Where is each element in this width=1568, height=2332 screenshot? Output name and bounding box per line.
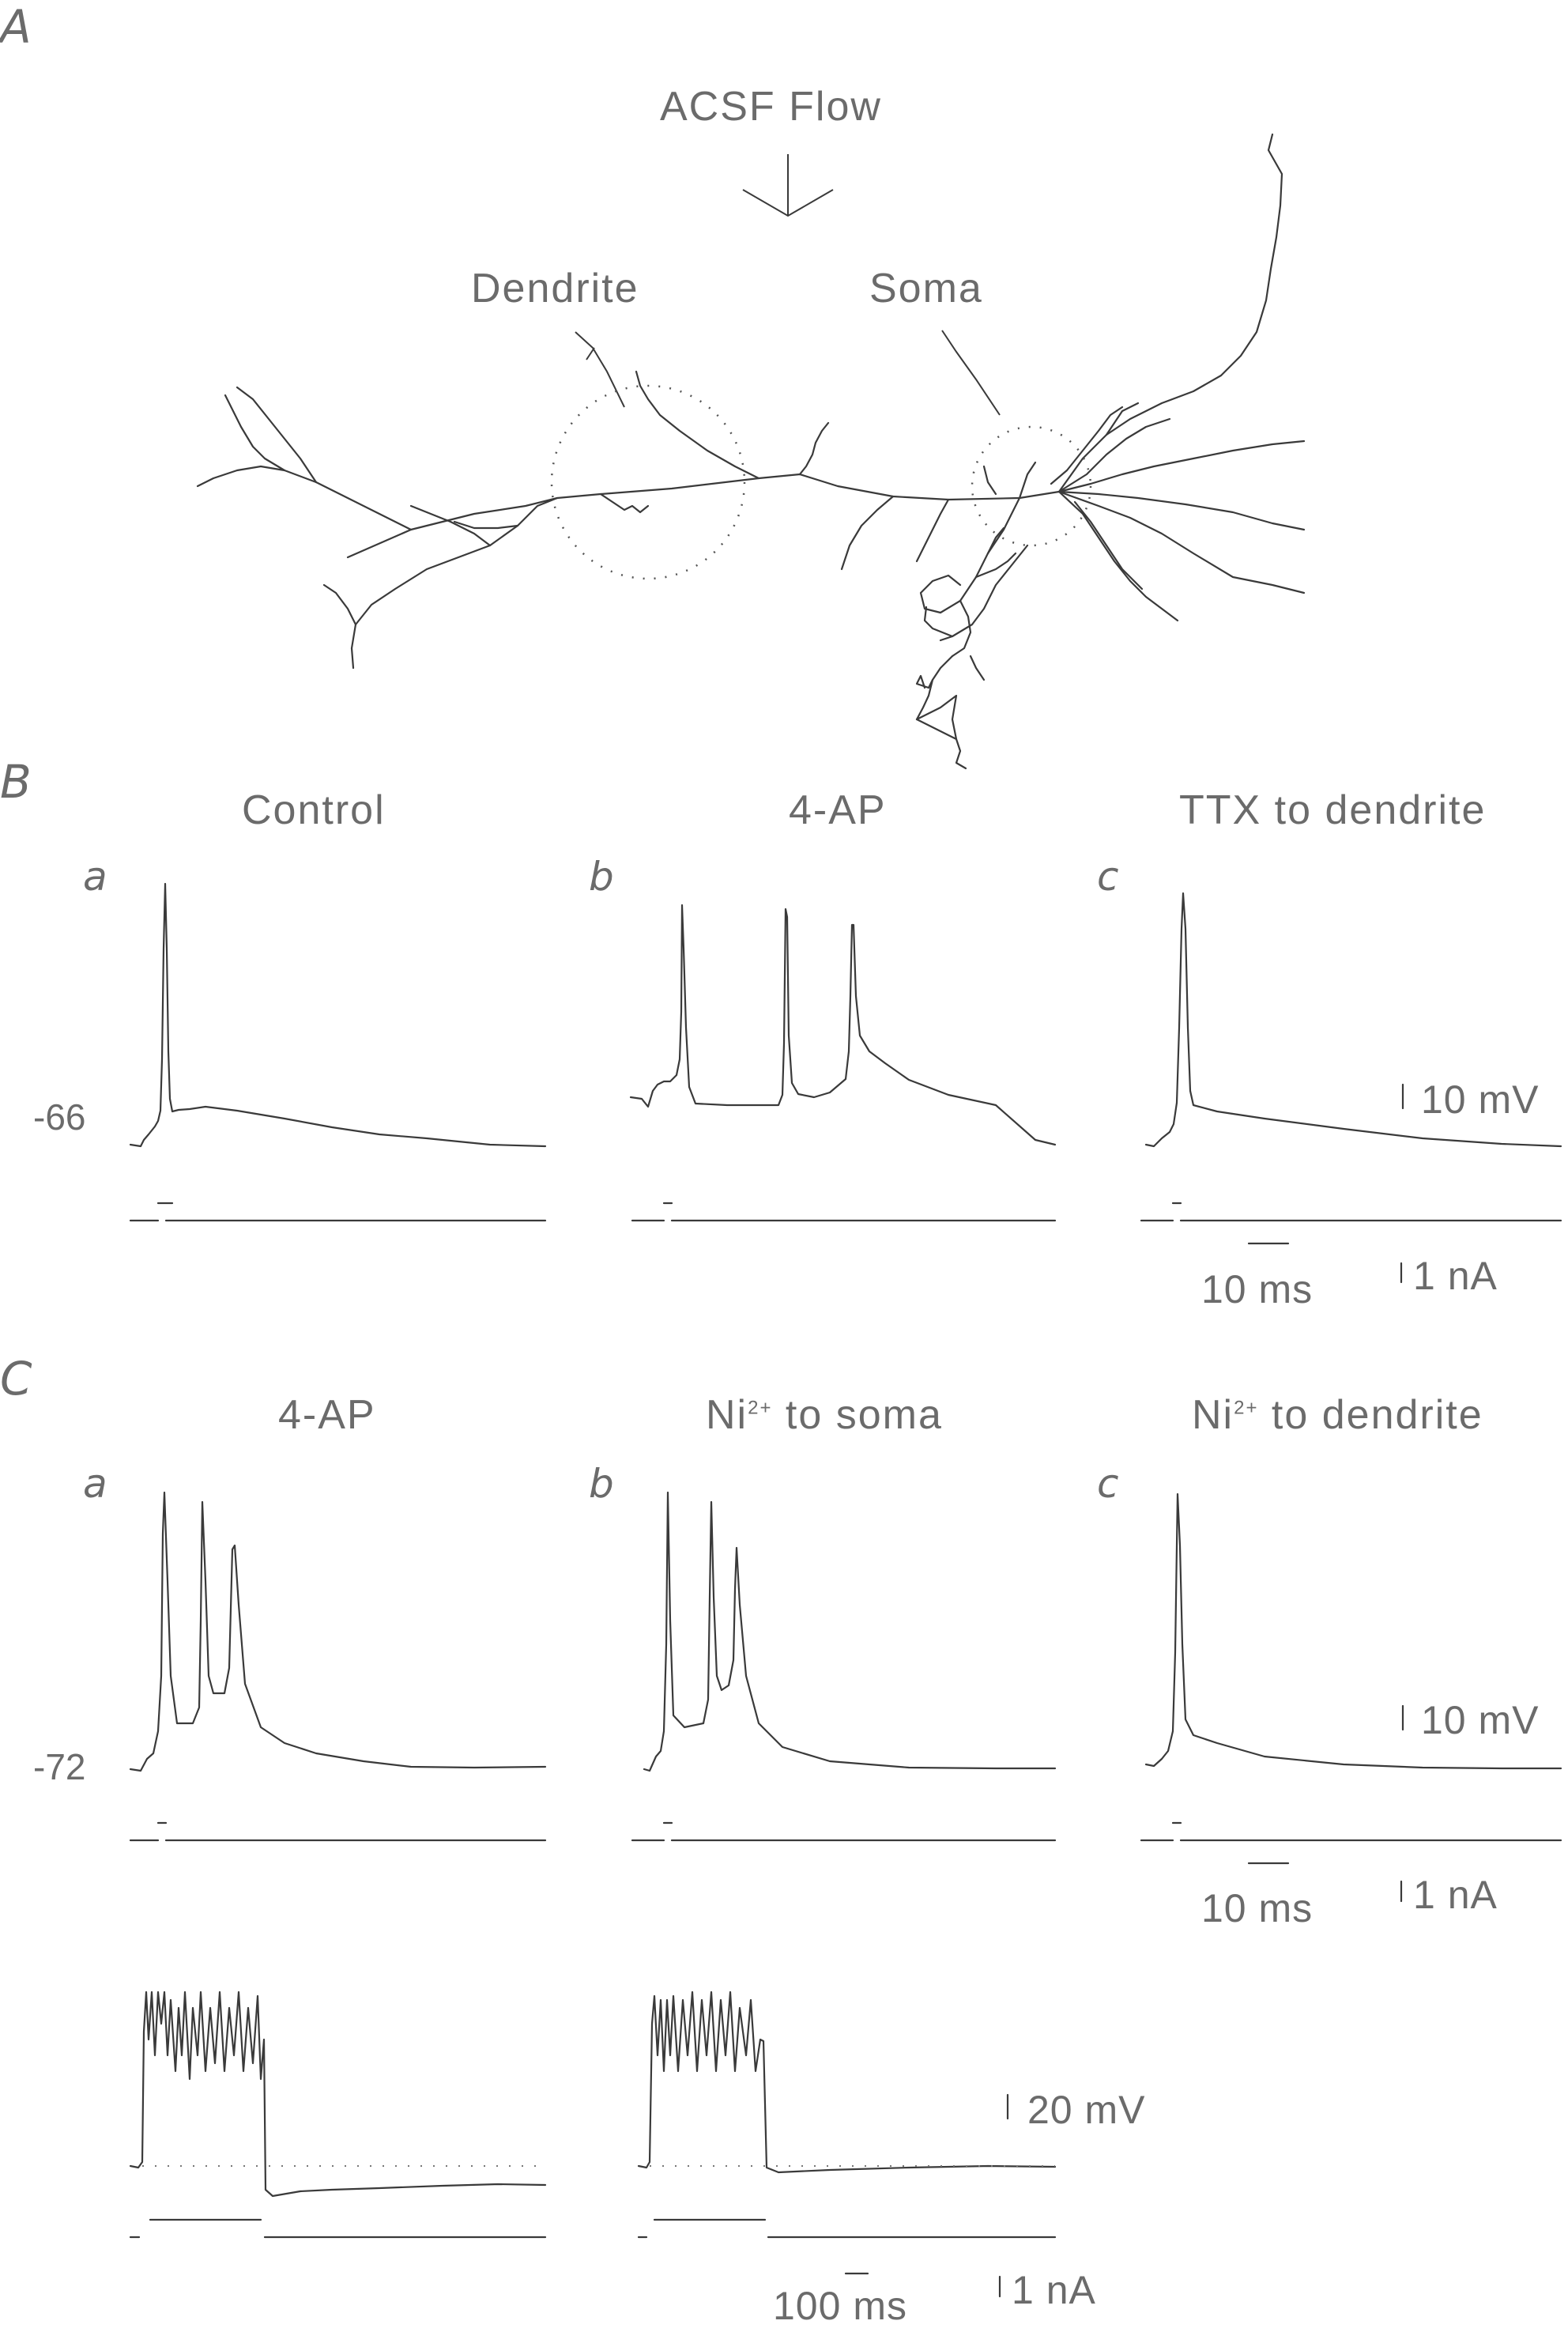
panel-b-title-control: Control xyxy=(242,787,386,833)
panel-b-letter: B xyxy=(0,755,32,809)
dendrite-label: Dendrite xyxy=(471,266,639,311)
b-b-current-trace xyxy=(631,1202,1057,1222)
long-trace-right xyxy=(637,1991,1057,2174)
panel-c-title-4ap: 4-AP xyxy=(278,1392,376,1438)
b-a-voltage-trace xyxy=(129,882,547,1148)
b-b-voltage-trace xyxy=(629,904,1057,1146)
c-c-current-trace xyxy=(1140,1821,1562,1842)
c-b-current-trace xyxy=(631,1821,1057,1842)
long-scale-time: 100 ms xyxy=(773,2284,907,2328)
b-c-voltage-trace xyxy=(1144,892,1562,1148)
soma-label: Soma xyxy=(869,266,983,311)
soma-pointer xyxy=(941,330,1001,416)
flow-arrow xyxy=(742,154,834,217)
c-b-voltage-trace xyxy=(643,1491,1057,1772)
acsf-flow-label: ACSF Flow xyxy=(660,84,882,130)
panel-c-scale-voltage: 10 mV xyxy=(1421,1698,1540,1742)
panel-c-scale-time: 10 ms xyxy=(1201,1886,1314,1930)
panel-b-scale-time: 10 ms xyxy=(1201,1267,1314,1311)
soma-application-circle xyxy=(971,425,1092,547)
c-a-current-trace xyxy=(129,1821,547,1842)
panel-c-title-ni-dendrite: Ni2+ to dendrite xyxy=(1192,1392,1483,1438)
panel-c-title-ni-soma: Ni2+ to soma xyxy=(706,1392,943,1438)
long-current-left xyxy=(129,2218,547,2239)
panel-b-resting-vm: -66 xyxy=(33,1096,86,1138)
dendrite-application-circle xyxy=(550,384,746,580)
neuron-dendrites xyxy=(196,133,1306,770)
panel-b-sub-b: b xyxy=(589,854,614,900)
b-a-current-trace xyxy=(129,1202,547,1222)
dendrite-pointer xyxy=(575,331,625,408)
long-scale-current: 1 nA xyxy=(1012,2268,1096,2312)
b-c-current-trace xyxy=(1140,1202,1562,1222)
panel-b-title-ttx: TTX to dendrite xyxy=(1179,787,1487,833)
panel-c-resting-vm: -72 xyxy=(33,1746,86,1787)
panel-b-title-4ap: 4-AP xyxy=(789,787,887,833)
panel-c-sub-b: b xyxy=(589,1461,614,1507)
long-scale-voltage: 20 mV xyxy=(1027,2088,1146,2132)
c-c-voltage-trace xyxy=(1144,1492,1562,1770)
long-trace-left xyxy=(129,1991,547,2198)
panel-c-sub-a: a xyxy=(83,1461,107,1507)
panel-a-letter: A xyxy=(0,0,32,54)
panel-b-scale-voltage: 10 mV xyxy=(1421,1077,1540,1122)
c-a-voltage-trace xyxy=(129,1491,547,1772)
panel-b-sub-c: c xyxy=(1097,854,1119,900)
long-current-right xyxy=(637,2218,1057,2239)
panel-b-scale-current: 1 nA xyxy=(1413,1254,1498,1298)
panel-c-sub-c: c xyxy=(1097,1461,1119,1507)
panel-c-scale-current: 1 nA xyxy=(1413,1873,1498,1917)
panel-c-letter: C xyxy=(0,1352,32,1406)
panel-b-sub-a: a xyxy=(83,854,107,900)
